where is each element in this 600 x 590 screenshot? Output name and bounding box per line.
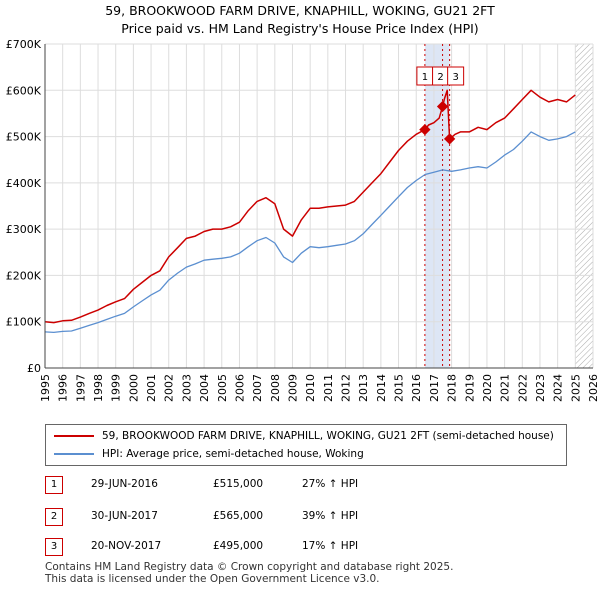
legend-swatch-property	[54, 435, 94, 437]
sale-marker-3	[443, 133, 456, 145]
hpi-line	[44, 131, 576, 334]
y-tick-label: £400K	[6, 177, 42, 190]
sale-row-2: 2 30-JUN-2017 £565,000 39% ↑ HPI	[45, 508, 565, 528]
sale-hpi-change: 27% ↑ HPI	[302, 478, 359, 490]
sale-badge: 1	[45, 476, 63, 494]
chart-legend: 59, BROOKWOOD FARM DRIVE, KNAPHILL, WOKI…	[45, 424, 567, 466]
footer-license: This data is licensed under the Open Gov…	[45, 573, 380, 585]
sale-date: 20-NOV-2017	[91, 540, 162, 552]
x-tick-label: 2000	[127, 374, 140, 402]
x-tick-label: 2008	[269, 374, 282, 402]
forecast-hatch-area	[575, 44, 593, 368]
x-tick-label: 2012	[340, 374, 353, 402]
x-tick-label: 1997	[74, 374, 87, 402]
x-tick-label: 2017	[428, 374, 441, 402]
sale-price: £495,000	[213, 540, 264, 552]
x-tick-label: 2021	[499, 374, 512, 402]
chart-title-line1: 59, BROOKWOOD FARM DRIVE, KNAPHILL, WOKI…	[105, 3, 495, 18]
x-tick-label: 1995	[39, 374, 52, 402]
chart-title-line2: Price paid vs. HM Land Registry's House …	[121, 21, 479, 36]
x-tick-label: 2018	[446, 374, 459, 402]
y-tick-label: £0	[27, 362, 41, 375]
x-tick-label: 2019	[463, 374, 476, 402]
x-tick-label: 2006	[233, 374, 246, 402]
sale-label-2: 2	[437, 72, 443, 83]
y-tick-label: £200K	[6, 269, 42, 282]
sale-label-box-3	[447, 66, 465, 86]
legend-swatch-hpi	[54, 453, 94, 455]
x-tick-label: 2013	[357, 374, 370, 402]
legend-label-property: 59, BROOKWOOD FARM DRIVE, KNAPHILL, WOKI…	[102, 430, 554, 442]
y-tick-label: £500K	[6, 131, 42, 144]
x-tick-label: 2011	[322, 374, 335, 402]
x-tick-label: 2024	[552, 374, 565, 402]
legend-label-hpi: HPI: Average price, semi-detached house,…	[102, 448, 364, 460]
x-tick-label: 2005	[216, 374, 229, 402]
x-tick-label: 2002	[163, 374, 176, 402]
legend-item-hpi: HPI: Average price, semi-detached house,…	[54, 446, 364, 462]
sale-badge: 3	[45, 538, 63, 556]
sale-date: 30-JUN-2017	[91, 510, 158, 522]
y-tick-label: £100K	[6, 316, 42, 329]
sale-price: £565,000	[213, 510, 264, 522]
x-tick-label: 2015	[393, 374, 406, 402]
x-tick-label: 2014	[375, 374, 388, 402]
plot-area	[45, 44, 593, 368]
x-tick-label: 2016	[410, 374, 423, 402]
x-tick-label: 2025	[569, 374, 582, 402]
x-tick-label: 2023	[534, 374, 547, 402]
x-tick-label: 2004	[198, 374, 211, 402]
x-tick-label: 2022	[516, 374, 529, 402]
sale-hpi-change: 39% ↑ HPI	[302, 510, 359, 522]
x-tick-label: 2007	[251, 374, 264, 402]
x-tick-label: 2010	[304, 374, 317, 402]
x-tick-label: 2026	[587, 374, 600, 402]
sale-hpi-change: 17% ↑ HPI	[302, 540, 359, 552]
x-tick-label: 2020	[481, 374, 494, 402]
sale-row-3: 3 20-NOV-2017 £495,000 17% ↑ HPI	[45, 538, 565, 558]
x-tick-label: 1998	[92, 374, 105, 402]
sale-label-1: 1	[422, 72, 428, 83]
footer-copyright: Contains HM Land Registry data © Crown c…	[45, 561, 454, 573]
sale-label-3: 3	[452, 72, 458, 83]
x-tick-label: 1996	[57, 374, 70, 402]
y-tick-label: £600K	[6, 84, 42, 97]
sales-highlight-band	[424, 44, 450, 368]
y-tick-label: £300K	[6, 223, 42, 236]
x-tick-label: 2009	[286, 374, 299, 402]
x-tick-label: 2003	[180, 374, 193, 402]
sale-row-1: 1 29-JUN-2016 £515,000 27% ↑ HPI	[45, 476, 565, 496]
sale-date: 29-JUN-2016	[91, 478, 158, 490]
x-tick-label: 1999	[110, 374, 123, 402]
sale-price: £515,000	[213, 478, 264, 490]
property-price-line	[44, 89, 576, 324]
y-tick-label: £700K	[6, 38, 42, 51]
sale-badge: 2	[45, 508, 63, 526]
legend-item-property: 59, BROOKWOOD FARM DRIVE, KNAPHILL, WOKI…	[54, 428, 554, 444]
x-tick-label: 2001	[145, 374, 158, 402]
